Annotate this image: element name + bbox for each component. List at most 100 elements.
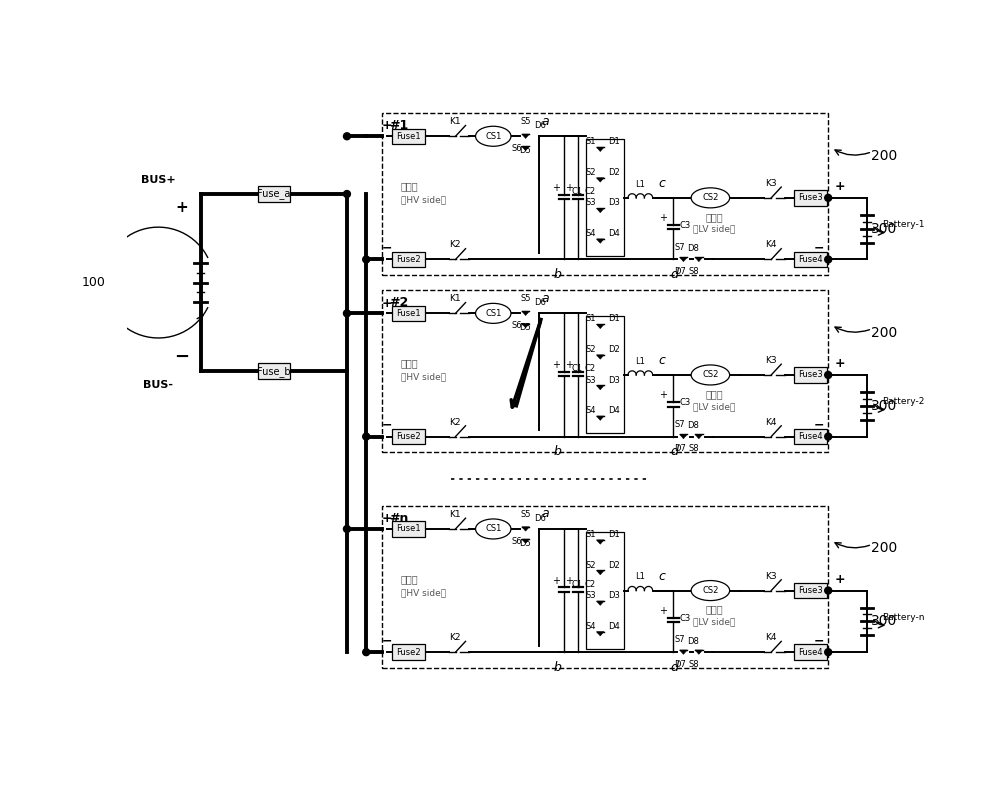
Text: Battery-2: Battery-2 bbox=[882, 398, 924, 406]
Text: （LV side）: （LV side） bbox=[693, 402, 735, 411]
Polygon shape bbox=[597, 570, 604, 574]
Text: S3: S3 bbox=[586, 198, 596, 208]
Text: C1: C1 bbox=[571, 365, 582, 373]
Text: L1: L1 bbox=[635, 357, 645, 366]
Text: D4: D4 bbox=[608, 406, 620, 415]
Text: #2: #2 bbox=[389, 297, 409, 309]
Text: 低圧側: 低圧側 bbox=[705, 389, 723, 398]
Text: CS1: CS1 bbox=[485, 308, 501, 318]
Text: b: b bbox=[554, 268, 562, 281]
Text: b: b bbox=[554, 445, 562, 458]
Text: C1: C1 bbox=[571, 580, 582, 589]
Text: 100: 100 bbox=[82, 276, 106, 289]
Bar bbox=[586, 316, 624, 433]
Text: Fuse2: Fuse2 bbox=[396, 255, 421, 264]
Text: S2: S2 bbox=[586, 168, 596, 177]
Bar bbox=[794, 645, 827, 660]
Polygon shape bbox=[680, 650, 687, 654]
Bar bbox=[382, 506, 828, 667]
Text: C1: C1 bbox=[571, 187, 582, 196]
Text: −: − bbox=[382, 419, 392, 432]
Text: S2: S2 bbox=[586, 560, 596, 570]
Text: +: + bbox=[175, 200, 188, 215]
Text: d: d bbox=[670, 445, 678, 458]
Circle shape bbox=[825, 649, 832, 656]
Polygon shape bbox=[597, 239, 604, 243]
Text: S7: S7 bbox=[674, 243, 685, 252]
Polygon shape bbox=[597, 355, 604, 359]
Text: +: + bbox=[552, 361, 560, 370]
Text: 300: 300 bbox=[871, 615, 897, 628]
Text: CS1: CS1 bbox=[485, 132, 501, 140]
Text: 200: 200 bbox=[871, 148, 897, 163]
Circle shape bbox=[825, 587, 832, 594]
Bar bbox=[392, 429, 425, 444]
Text: K3: K3 bbox=[765, 571, 776, 581]
Text: Fuse2: Fuse2 bbox=[396, 648, 421, 656]
Text: S4: S4 bbox=[586, 622, 596, 630]
Text: −: − bbox=[174, 348, 189, 366]
Polygon shape bbox=[522, 527, 529, 531]
Circle shape bbox=[363, 256, 370, 263]
Text: 300: 300 bbox=[871, 398, 897, 413]
Text: C3: C3 bbox=[680, 614, 691, 623]
Text: C3: C3 bbox=[680, 221, 691, 230]
Text: （HV side）: （HV side） bbox=[401, 196, 446, 204]
Text: +: + bbox=[834, 357, 845, 370]
Bar bbox=[392, 522, 425, 537]
Polygon shape bbox=[597, 601, 604, 605]
Text: 200: 200 bbox=[871, 326, 897, 339]
Text: +: + bbox=[382, 512, 392, 525]
Polygon shape bbox=[680, 435, 687, 439]
Text: b: b bbox=[554, 660, 562, 674]
Polygon shape bbox=[522, 539, 529, 544]
Text: K1: K1 bbox=[449, 118, 461, 126]
Polygon shape bbox=[522, 134, 529, 138]
Text: d: d bbox=[670, 660, 678, 674]
Bar bbox=[392, 305, 425, 321]
Text: a: a bbox=[542, 507, 549, 521]
Text: c: c bbox=[659, 354, 666, 367]
Text: K1: K1 bbox=[449, 510, 461, 519]
Text: −: − bbox=[814, 242, 824, 255]
Text: S5: S5 bbox=[520, 510, 531, 519]
Ellipse shape bbox=[691, 365, 730, 385]
Text: #1: #1 bbox=[389, 119, 409, 133]
Polygon shape bbox=[695, 257, 703, 262]
Text: S3: S3 bbox=[586, 591, 596, 600]
Text: Fuse1: Fuse1 bbox=[396, 132, 421, 140]
Ellipse shape bbox=[476, 303, 511, 323]
Text: C2: C2 bbox=[585, 187, 596, 196]
Text: +: + bbox=[565, 183, 573, 193]
Text: C3: C3 bbox=[680, 398, 691, 407]
Text: Battery-n: Battery-n bbox=[882, 613, 925, 622]
Text: D2: D2 bbox=[608, 345, 620, 354]
Text: c: c bbox=[659, 178, 666, 190]
Text: CS2: CS2 bbox=[702, 371, 719, 380]
Text: Fuse_a: Fuse_a bbox=[257, 189, 290, 200]
Text: BUS-: BUS- bbox=[143, 380, 173, 391]
Text: CS2: CS2 bbox=[702, 193, 719, 202]
Circle shape bbox=[363, 649, 370, 656]
Text: c: c bbox=[659, 570, 666, 583]
Text: Battery-1: Battery-1 bbox=[882, 220, 925, 230]
Bar bbox=[392, 129, 425, 144]
Text: K2: K2 bbox=[449, 417, 461, 427]
Text: D2: D2 bbox=[608, 168, 620, 177]
Text: （LV side）: （LV side） bbox=[693, 225, 735, 234]
Text: Fuse4: Fuse4 bbox=[798, 648, 823, 656]
Text: +: + bbox=[565, 576, 573, 586]
Text: D6: D6 bbox=[534, 514, 546, 523]
Text: +: + bbox=[659, 391, 667, 400]
Text: D5: D5 bbox=[519, 539, 531, 548]
Text: S8: S8 bbox=[688, 267, 699, 276]
Text: +: + bbox=[552, 183, 560, 193]
Text: D8: D8 bbox=[687, 421, 699, 431]
Text: Fuse_b: Fuse_b bbox=[257, 365, 291, 376]
Text: （LV side）: （LV side） bbox=[693, 618, 735, 626]
Text: K1: K1 bbox=[449, 294, 461, 303]
Text: K4: K4 bbox=[765, 633, 776, 642]
Polygon shape bbox=[597, 208, 604, 213]
Text: S3: S3 bbox=[586, 376, 596, 384]
Text: Fuse3: Fuse3 bbox=[798, 371, 823, 380]
